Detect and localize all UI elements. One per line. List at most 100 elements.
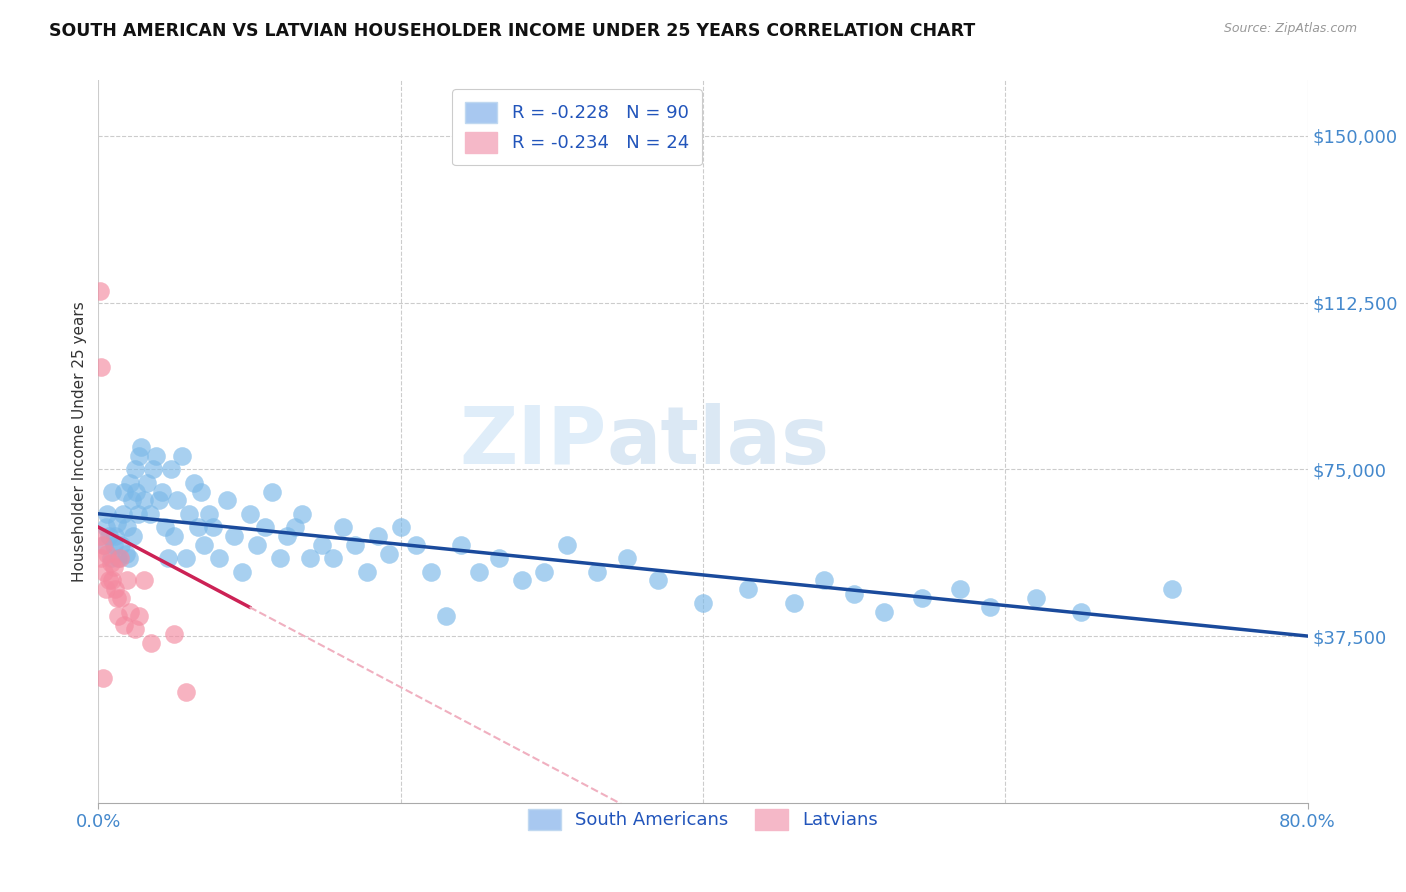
Point xyxy=(170,449,193,463)
Point xyxy=(107,609,129,624)
Point xyxy=(128,609,150,624)
Point xyxy=(1160,582,1182,597)
Point xyxy=(405,538,427,552)
Text: atlas: atlas xyxy=(606,402,830,481)
Point xyxy=(291,507,314,521)
Point xyxy=(121,493,143,508)
Point xyxy=(166,493,188,508)
Point xyxy=(311,538,333,552)
Point xyxy=(115,520,138,534)
Point xyxy=(174,551,197,566)
Point xyxy=(163,627,186,641)
Point xyxy=(129,440,152,454)
Point xyxy=(114,547,136,561)
Point xyxy=(94,520,117,534)
Point xyxy=(434,609,457,624)
Point xyxy=(93,538,115,552)
Point xyxy=(107,551,129,566)
Point xyxy=(124,462,146,476)
Point xyxy=(284,520,307,534)
Point xyxy=(103,560,125,574)
Point xyxy=(389,520,412,534)
Point xyxy=(979,600,1001,615)
Point xyxy=(105,591,128,606)
Point xyxy=(356,565,378,579)
Point xyxy=(96,507,118,521)
Point xyxy=(193,538,215,552)
Point xyxy=(190,484,212,499)
Point xyxy=(332,520,354,534)
Point xyxy=(101,484,124,499)
Point xyxy=(239,507,262,521)
Point xyxy=(692,596,714,610)
Point xyxy=(139,507,162,521)
Point xyxy=(488,551,510,566)
Point xyxy=(262,484,284,499)
Point xyxy=(510,574,533,588)
Point xyxy=(202,520,225,534)
Point xyxy=(110,538,132,552)
Point xyxy=(873,605,896,619)
Point xyxy=(533,565,555,579)
Point xyxy=(468,565,491,579)
Point xyxy=(183,475,205,490)
Point xyxy=(231,565,253,579)
Point xyxy=(91,538,114,552)
Point xyxy=(100,551,122,566)
Legend: South Americans, Latvians: South Americans, Latvians xyxy=(520,802,886,837)
Point xyxy=(124,623,146,637)
Point xyxy=(94,582,117,597)
Point xyxy=(420,565,443,579)
Point xyxy=(783,596,806,610)
Point xyxy=(616,551,638,566)
Point xyxy=(174,684,197,698)
Point xyxy=(135,475,157,490)
Point xyxy=(276,529,298,543)
Point xyxy=(179,507,201,521)
Point xyxy=(253,520,276,534)
Point xyxy=(141,636,163,650)
Point xyxy=(111,507,134,521)
Point xyxy=(187,520,209,534)
Point xyxy=(110,591,132,606)
Point xyxy=(150,484,173,499)
Point xyxy=(98,574,121,588)
Point xyxy=(208,551,231,566)
Point xyxy=(555,538,578,552)
Point xyxy=(215,493,238,508)
Point xyxy=(104,529,127,543)
Text: ZIP: ZIP xyxy=(458,402,606,481)
Point xyxy=(160,462,183,476)
Point xyxy=(132,574,155,588)
Point xyxy=(112,618,135,632)
Point xyxy=(1024,591,1046,606)
Point xyxy=(122,529,145,543)
Point xyxy=(586,565,609,579)
Point xyxy=(156,551,179,566)
Point xyxy=(98,529,121,543)
Point xyxy=(91,671,114,685)
Point xyxy=(90,360,112,375)
Point xyxy=(911,591,934,606)
Point xyxy=(813,574,835,588)
Point xyxy=(153,520,176,534)
Point xyxy=(367,529,389,543)
Y-axis label: Householder Income Under 25 years: Householder Income Under 25 years xyxy=(72,301,87,582)
Point xyxy=(125,484,148,499)
Point xyxy=(118,551,141,566)
Point xyxy=(90,551,112,566)
Point xyxy=(145,449,167,463)
Text: SOUTH AMERICAN VS LATVIAN HOUSEHOLDER INCOME UNDER 25 YEARS CORRELATION CHART: SOUTH AMERICAN VS LATVIAN HOUSEHOLDER IN… xyxy=(49,22,976,40)
Point xyxy=(1070,605,1092,619)
Text: Source: ZipAtlas.com: Source: ZipAtlas.com xyxy=(1223,22,1357,36)
Point xyxy=(89,285,111,299)
Point xyxy=(450,538,472,552)
Point xyxy=(844,587,866,601)
Point xyxy=(104,582,127,597)
Point xyxy=(93,565,115,579)
Point xyxy=(246,538,269,552)
Point xyxy=(647,574,669,588)
Point xyxy=(269,551,291,566)
Point xyxy=(299,551,322,566)
Point xyxy=(142,462,165,476)
